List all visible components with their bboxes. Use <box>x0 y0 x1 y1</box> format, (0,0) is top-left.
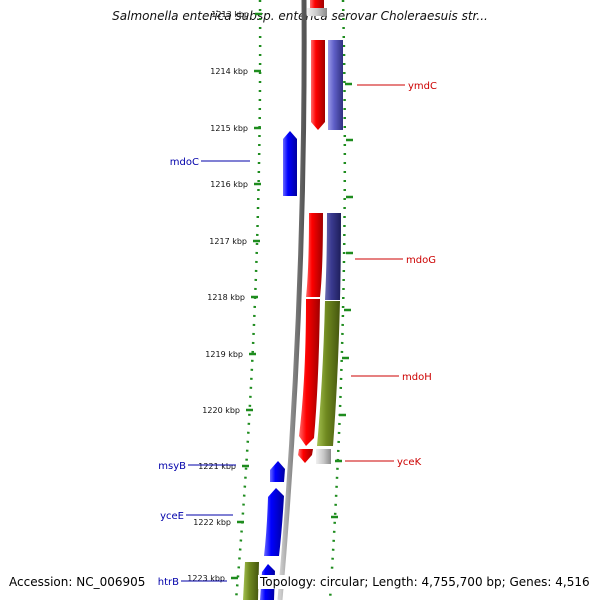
cds-mdoG <box>306 213 323 297</box>
tick-label: 1218 kbp <box>207 293 245 302</box>
tick-label: 1222 kbp <box>193 518 231 527</box>
backbone-circle <box>277 0 307 600</box>
cds-yceK <box>298 449 313 463</box>
accession-text: Accession: NC_006905 <box>7 575 148 589</box>
gene-label-msyB: msyB <box>158 461 186 472</box>
gene-label-ymdC: ymdC <box>408 81 437 92</box>
gene-labels: ymdC mdoC mdoG mdoH yceK msyB yceE htrB <box>158 81 437 588</box>
gene-label-yceK: yceK <box>397 457 422 468</box>
cds-msyB <box>270 461 285 482</box>
gene-label-mdoC: mdoC <box>170 157 199 168</box>
tick-label: 1216 kbp <box>210 180 248 189</box>
cds-gray-top <box>307 8 327 16</box>
cog-mdoG <box>325 213 341 300</box>
cds-yceE <box>264 488 284 556</box>
cog-yceK <box>316 449 331 464</box>
tick-label: 1214 kbp <box>210 67 248 76</box>
cds-forward-top <box>310 0 324 8</box>
tick-marks: 1213 kbp 1214 kbp 1215 kbp 1216 kbp 1217 kbp… <box>187 10 353 583</box>
gene-label-yceE: yceE <box>160 511 184 522</box>
gene-label-htrB: htrB <box>158 577 179 588</box>
tick-label: 1219 kbp <box>205 350 243 359</box>
tick-label: 1215 kbp <box>210 124 248 133</box>
cog-ymdC <box>328 40 343 130</box>
tick-label: 1220 kbp <box>202 406 240 415</box>
cds-mdoH <box>299 299 320 446</box>
cog-mdoH <box>317 301 340 446</box>
tick-label: 1213 kbp <box>211 10 249 19</box>
cds-ymdC <box>311 40 325 130</box>
tick-label: 1217 kbp <box>209 237 247 246</box>
map-title: Salmonella enterica subsp. enterica sero… <box>112 9 488 23</box>
cog-htrB <box>243 562 259 600</box>
genome-summary-text: Topology: circular; Length: 4,755,700 bp… <box>258 575 592 589</box>
cds-mdoC <box>283 131 297 196</box>
gene-label-mdoG: mdoG <box>406 255 436 266</box>
tick-label: 1221 kbp <box>198 462 236 471</box>
gene-label-mdoH: mdoH <box>402 372 432 383</box>
tick-label: 1223 kbp <box>187 574 225 583</box>
